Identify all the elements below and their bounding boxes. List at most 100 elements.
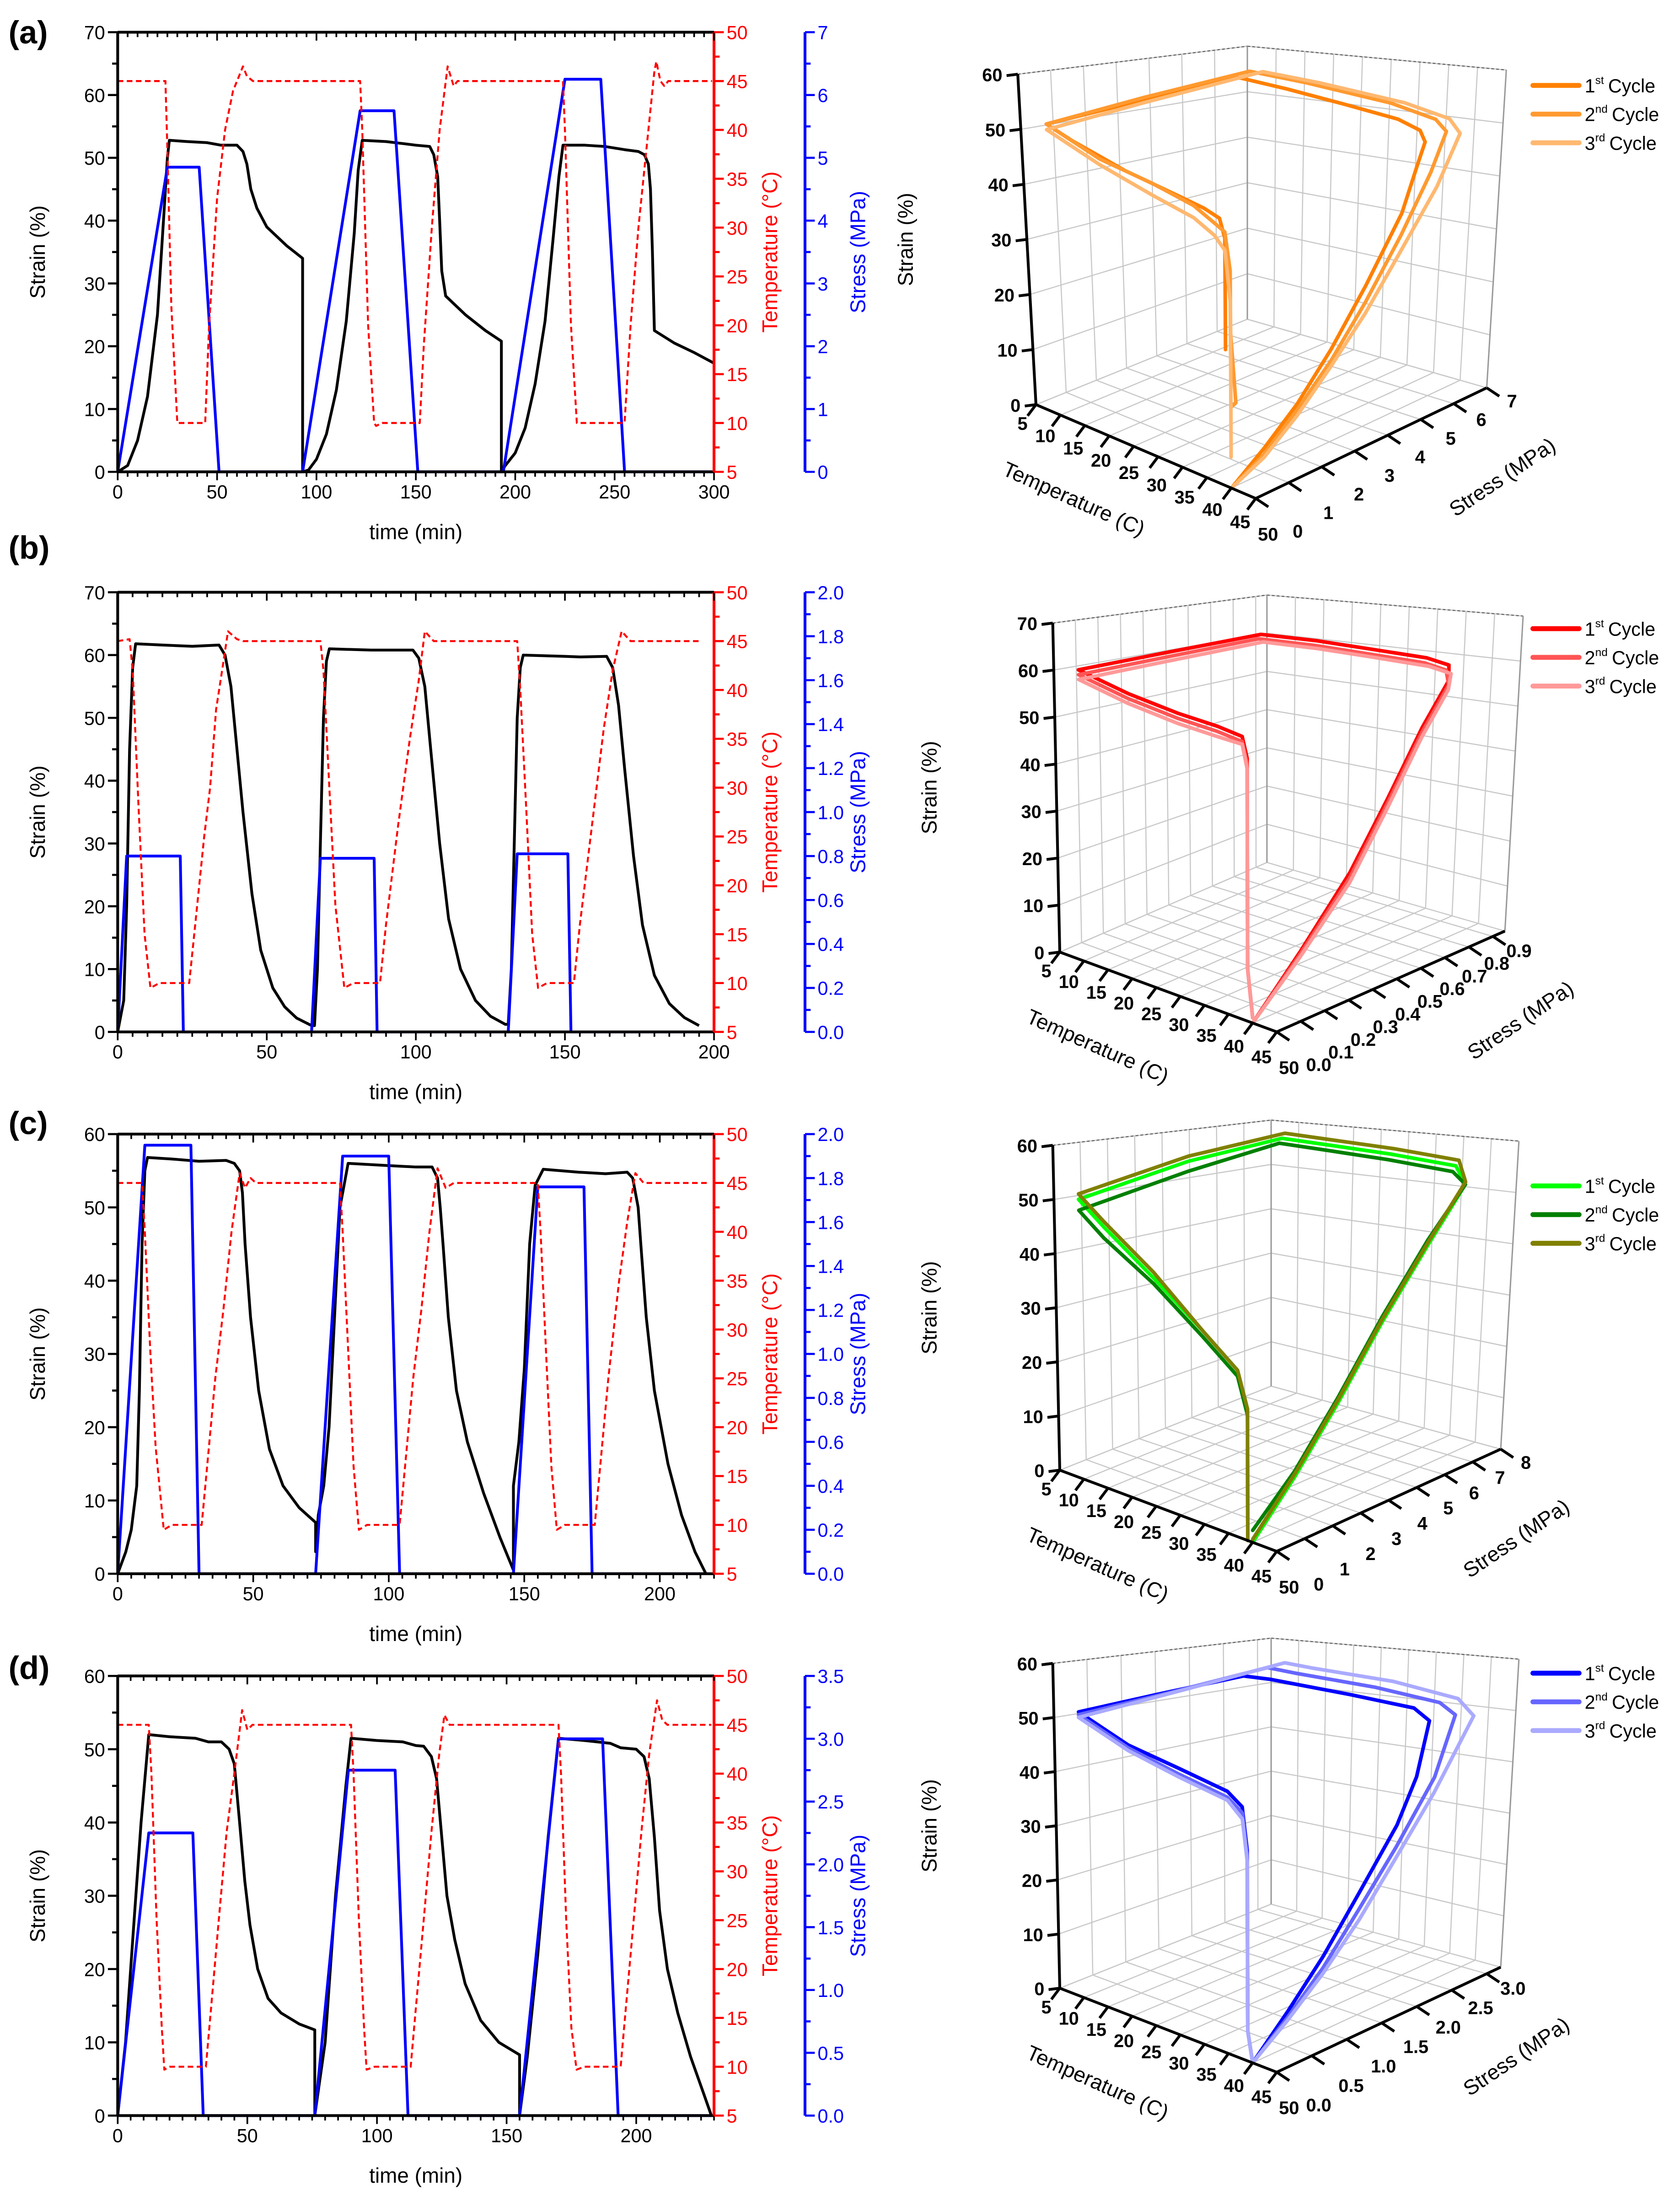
legend-label: 1st Cycle [1585, 618, 1655, 640]
temperature-tick-label: 50 [727, 582, 748, 603]
stress-tick-label: 1.4 [818, 714, 844, 735]
legend-text: Cycle [1610, 1721, 1657, 1742]
stress-tick-label-3d: 0 [1314, 1575, 1324, 1595]
strain-tick-label-3d: 10 [997, 340, 1017, 361]
floor-grid-line [1084, 1910, 1297, 1998]
wall-grid-line [1055, 1726, 1272, 1772]
panel-label: (d) [9, 1649, 50, 1685]
floor-grid-line [1092, 1974, 1312, 2056]
stress-axis-3d [1276, 930, 1506, 1033]
temperature-axis-3d [1059, 951, 1277, 1033]
temperature-tick-label: 45 [727, 1715, 748, 1736]
strain-tick-label-3d: 60 [1018, 661, 1038, 681]
floor-grid-line [1147, 914, 1373, 990]
legend-number: 2 [1585, 1205, 1595, 1226]
temperature-tick-3d [1219, 1013, 1230, 1027]
cycle-3-curve [1045, 70, 1462, 490]
wall-grid-line [1271, 1770, 1510, 1814]
temperature-axis-title: Temperature (°C) [758, 172, 782, 333]
stress-tick-label: 2.5 [818, 1792, 844, 1813]
strain-tick-label-3d: 20 [1022, 849, 1042, 869]
box-edge [1500, 1141, 1520, 1449]
wall-grid-line [1057, 1297, 1272, 1362]
wall-grid-line [1267, 671, 1518, 707]
temperature-tick-label-3d: 20 [1114, 2031, 1134, 2051]
box-edge [1271, 1119, 1519, 1142]
legend-number: 3 [1585, 1721, 1595, 1742]
temperature-tick-label: 25 [727, 1910, 748, 1932]
floor-grid-line [1159, 1948, 1382, 2024]
strain-tick-label-3d: 20 [994, 285, 1014, 306]
strain-tick-3d [1018, 293, 1031, 297]
wall-grid-line [1059, 1385, 1272, 1471]
strain-tick-label-3d: 30 [991, 231, 1011, 251]
strain-tick-label: 60 [84, 85, 105, 106]
floor-grid-line [1138, 1438, 1361, 1514]
temperature-tick-3d [1074, 1478, 1085, 1491]
temperature-tick-label-3d: 45 [1230, 512, 1250, 532]
strain-tick-3d [1012, 183, 1024, 188]
temperature-tick-label-3d: 20 [1091, 451, 1111, 471]
strain-tick-label-3d: 50 [1018, 1190, 1038, 1211]
floor-grid-line [1126, 367, 1355, 452]
floor-grid-line [1165, 1427, 1389, 1501]
strain-axis-title: Strain (%) [26, 765, 49, 859]
floor-grid-line [1218, 1406, 1445, 1475]
temperature-tick-3d [1026, 404, 1037, 417]
temperature-tick-label: 5 [727, 2106, 737, 2127]
strain-tick-label-3d: 10 [1023, 1407, 1043, 1427]
temperature-tick-3d [1267, 2071, 1278, 2084]
floor-grid-line [1212, 885, 1445, 958]
strain-axis-title-3d: Strain (%) [918, 741, 941, 834]
temperature-tick-label: 15 [727, 364, 748, 385]
stress-tick-label-3d: 0.6 [1439, 979, 1465, 999]
legend-superscript: rd [1595, 675, 1605, 688]
strain-tick-label-3d: 40 [988, 175, 1009, 195]
stress-axis-3d [1276, 1966, 1502, 2074]
strain-tick-3d [1041, 1662, 1053, 1666]
strain-tick-label-3d: 70 [1017, 614, 1037, 634]
panel-label: (b) [9, 529, 50, 565]
stress-tick-label: 0.4 [818, 934, 844, 955]
temperature-tick-3d [1267, 1031, 1278, 1044]
time-plot: 0 50 100 150 200 time (min) 0 10 20 30 40 50 60 Strai… [26, 1124, 870, 1646]
strain-tick-label-3d: 50 [985, 120, 1005, 140]
stress-tick-label: 0.4 [818, 1476, 844, 1497]
temperature-tick-label-3d: 10 [1035, 426, 1055, 446]
x-axis-title: time (min) [369, 1622, 462, 1646]
strain-tick-label: 60 [84, 645, 105, 666]
temperature-tick-label: 15 [727, 924, 748, 945]
temperature-tick-3d [1195, 2043, 1206, 2056]
stress-tick-label-3d: 0.5 [1417, 992, 1443, 1012]
temperature-tick-3d [1147, 2024, 1158, 2038]
legend-superscript: st [1595, 75, 1604, 87]
floor-grid-line [1180, 1938, 1399, 2035]
strain-tick-label-3d: 60 [982, 65, 1002, 86]
wall-grid-line [1478, 613, 1495, 924]
floor-grid-line [1234, 876, 1469, 948]
temperature-tick-label: 20 [727, 876, 748, 897]
floor-grid-line [1125, 1961, 1347, 2040]
temperature-tick-label-3d: 5 [1041, 1997, 1052, 2018]
floor-grid-line [1207, 372, 1434, 479]
wall-grid-line [1247, 91, 1503, 124]
wall-grid-line [1054, 671, 1267, 718]
legend-superscript: rd [1595, 1720, 1605, 1732]
series-temperature-line [118, 1699, 712, 2071]
temperature-tick-label-3d: 40 [1224, 1555, 1244, 1576]
x-tick-label: 100 [361, 2125, 393, 2146]
wall-grid-line [1271, 1904, 1501, 1968]
strain-tick-label: 30 [84, 834, 105, 855]
stress-tick-label-3d: 0.0 [1306, 1055, 1331, 1075]
temperature-tick-label: 35 [727, 1271, 748, 1292]
wall-grid-line [1058, 1859, 1272, 1935]
stress-axis-title: Stress (MPa) [846, 1835, 870, 1957]
x-tick-label: 100 [373, 1583, 404, 1604]
strain-tick-label: 0 [95, 1022, 105, 1043]
legend-superscript: st [1595, 1175, 1604, 1187]
temperature-tick-3d [1170, 1514, 1181, 1528]
floor-grid-line [1084, 334, 1301, 426]
x-tick-label: 200 [621, 2125, 652, 2146]
